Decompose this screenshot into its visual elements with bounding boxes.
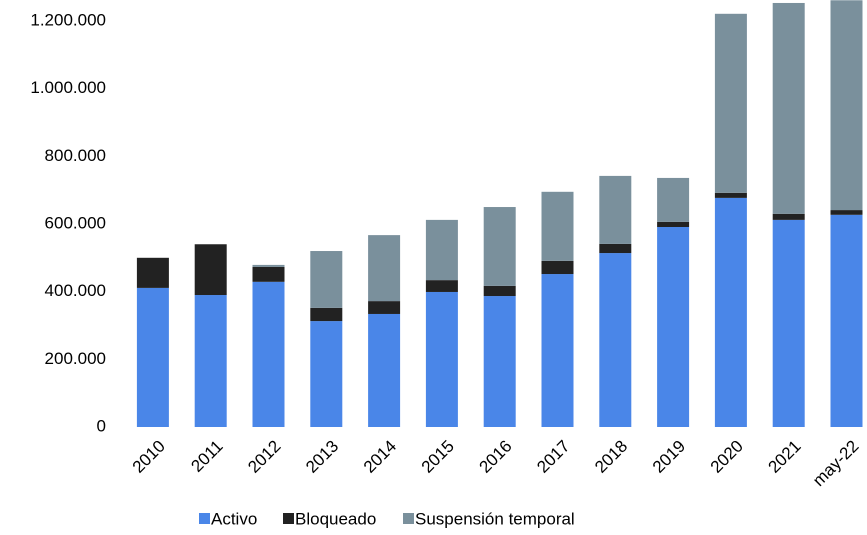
legend-label: Bloqueado [295,509,376,528]
bar-segment [310,251,343,308]
bar-segment [310,321,343,427]
bar-segment [368,301,401,314]
bar-segment [136,287,169,427]
x-tick-label: may-22 [809,437,863,491]
x-tick-label: 2019 [649,437,689,477]
x-tick-label: 2014 [360,437,400,477]
bar-segment [252,266,285,282]
bar-segment [425,291,458,427]
bar-segment [252,264,285,267]
bar-segment [599,243,632,254]
bar-segment [483,296,516,427]
bar-segment [772,219,805,427]
bar-segment [599,253,632,427]
x-tick-label: 2011 [187,437,226,476]
x-tick-label: 2021 [765,437,805,477]
y-tick-label: 800.000 [45,146,106,165]
bar-segment [483,285,516,297]
y-tick-label: 600.000 [45,213,106,232]
bar-segment [310,307,343,322]
bar-segment [541,260,574,275]
bar-segment [830,210,863,215]
bar-segment [599,175,632,244]
x-tick-label: 2017 [533,437,573,477]
x-tick-label: 2010 [129,437,169,477]
bar-segment [657,177,690,222]
y-tick-label: 1.200.000 [30,10,106,29]
bar-segment [483,207,516,286]
legend-label: Suspensión temporal [415,509,575,528]
x-tick-label: 2015 [418,437,458,477]
y-tick-label: 1.000.000 [30,78,106,97]
legend-swatch [199,513,210,524]
bar-segment [541,274,574,427]
bar-segment [657,221,690,227]
legend-swatch [283,513,294,524]
bar-segment [136,257,169,288]
x-tick-label: 2012 [244,437,284,477]
bar-segment [541,191,574,261]
legend-label: Activo [211,509,257,528]
x-tick-label: 2013 [302,437,342,477]
bar-segment [657,226,690,427]
bar-segment [425,280,458,292]
bar-segment [714,192,747,198]
bar-segment [194,295,227,427]
y-tick-label: 200.000 [45,349,106,368]
y-tick-label: 0 [97,416,106,435]
x-tick-label: 2018 [591,437,631,477]
bar-segment [252,281,285,427]
bar-segment [368,235,401,302]
bar-segment [368,313,401,427]
bar-segment [714,13,747,193]
bar-segment [772,213,805,220]
bar-segment [772,2,805,214]
x-tick-label: 2020 [707,437,747,477]
x-tick-label: 2016 [476,437,516,477]
y-tick-label: 400.000 [45,281,106,300]
legend-swatch [403,513,414,524]
bar-segment [830,0,863,211]
bar-segment [830,214,863,427]
bar-segment [425,219,458,281]
bar-segment [714,197,747,427]
bar-segment [194,244,227,296]
